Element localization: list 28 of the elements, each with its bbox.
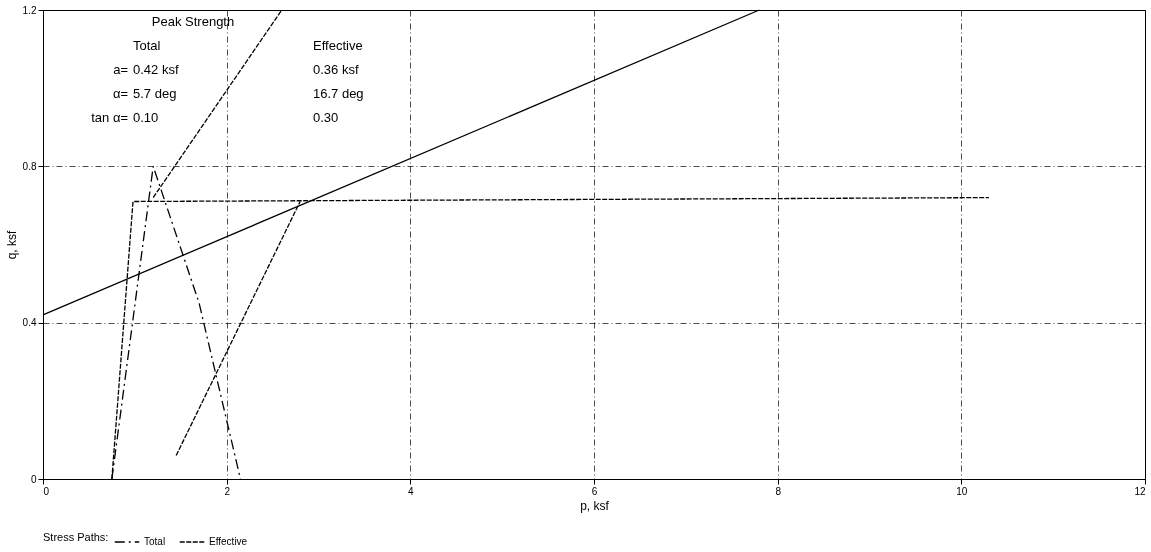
annotation: 5.7 deg: [133, 86, 177, 101]
legend-label: Effective: [209, 536, 248, 547]
x-tick-label: 2: [224, 485, 231, 497]
annotation: Effective: [313, 38, 363, 53]
legend-label: Total: [144, 536, 166, 547]
annotation: Total: [133, 38, 161, 53]
y-tick-label: 0.8: [22, 160, 37, 172]
annotation: α=: [112, 86, 128, 101]
x-tick-label: 6: [591, 485, 598, 497]
x-tick-label: 8: [775, 485, 782, 497]
x-tick-label: 10: [956, 485, 968, 497]
annotation: 0.30: [313, 110, 339, 125]
annotation: 0.36 ksf: [313, 62, 359, 77]
x-tick-label: 4: [408, 485, 415, 497]
annotation: a=: [113, 62, 128, 77]
y-tick-label: 0.4: [22, 317, 37, 329]
x-tick-label: 0: [43, 485, 50, 497]
y-tick-label: 0: [30, 473, 37, 485]
annotation: 16.7 deg: [313, 86, 364, 101]
annotation: 0.42 ksf: [133, 62, 179, 77]
x-axis-title: p, ksf: [580, 498, 610, 513]
annotation: Peak Strength: [151, 14, 235, 29]
y-tick-label: 1.2: [22, 4, 37, 16]
x-tick-label: 12: [1134, 485, 1146, 497]
legend-title: Stress Paths:: [43, 531, 109, 543]
annotation: tan α=: [91, 110, 128, 125]
annotation: 0.10: [133, 110, 159, 125]
y-axis-title: q, ksf: [4, 230, 19, 260]
